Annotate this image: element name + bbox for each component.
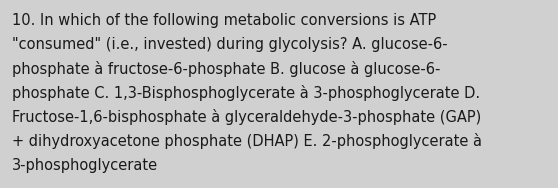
Text: 3-phosphoglycerate: 3-phosphoglycerate: [12, 158, 158, 173]
Text: 10. In which of the following metabolic conversions is ATP: 10. In which of the following metabolic …: [12, 13, 436, 28]
Text: Fructose-1,6-bisphosphate à glyceraldehyde-3-phosphate (GAP): Fructose-1,6-bisphosphate à glyceraldehy…: [12, 109, 482, 125]
Text: phosphate C. 1,3-Bisphosphoglycerate à 3-phosphoglycerate D.: phosphate C. 1,3-Bisphosphoglycerate à 3…: [12, 85, 480, 101]
Text: phosphate à fructose-6-phosphate B. glucose à glucose-6-: phosphate à fructose-6-phosphate B. gluc…: [12, 61, 441, 77]
Text: + dihydroxyacetone phosphate (DHAP) E. 2-phosphoglycerate à: + dihydroxyacetone phosphate (DHAP) E. 2…: [12, 133, 482, 149]
Text: "consumed" (i.e., invested) during glycolysis? A. glucose-6-: "consumed" (i.e., invested) during glyco…: [12, 37, 448, 52]
